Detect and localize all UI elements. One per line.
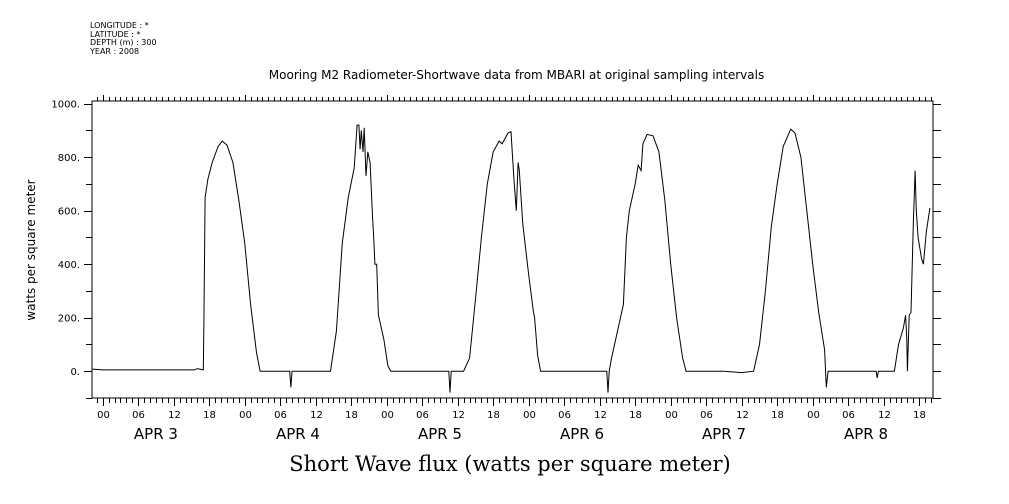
x-axis-label: Short Wave flux (watts per square meter): [289, 452, 731, 476]
plot-frame: [91, 100, 934, 399]
x-tick-label: 00: [523, 410, 536, 421]
x-tick-label: 00: [239, 410, 252, 421]
x-tick-label: 06: [842, 410, 855, 421]
day-label: APR 6: [560, 425, 604, 443]
depth-label: DEPTH (m) : 300: [90, 38, 157, 47]
year-label: YEAR : 2008: [90, 46, 140, 56]
day-label: APR 3: [134, 425, 178, 443]
x-tick-label: 06: [558, 410, 571, 421]
y-tick-label: 1000.: [51, 100, 80, 111]
y-tick-label: 400.: [58, 260, 80, 271]
x-tick-label: 18: [771, 410, 784, 421]
x-tick-label: 00: [97, 410, 110, 421]
x-tick-label: 06: [700, 410, 713, 421]
y-tick-label: 800.: [58, 153, 80, 164]
x-tick-label: 12: [736, 410, 749, 421]
x-tick-label: 18: [345, 410, 358, 421]
x-tick-label: 06: [274, 410, 287, 421]
y-tick-label: 0.: [70, 367, 80, 378]
x-tick-label: 18: [487, 410, 500, 421]
x-tick-label: 12: [310, 410, 323, 421]
x-tick-label: 06: [416, 410, 429, 421]
day-label: APR 7: [702, 425, 746, 443]
x-tick-label: 06: [132, 410, 145, 421]
x-tick-label: 18: [203, 410, 216, 421]
x-tick-label: 12: [594, 410, 607, 421]
day-label: APR 4: [276, 425, 320, 443]
x-tick-label: 12: [168, 410, 181, 421]
day-label: APR 5: [418, 425, 462, 443]
x-tick-label: 12: [452, 410, 465, 421]
x-tick-label: 12: [878, 410, 891, 421]
x-tick-label: 00: [807, 410, 820, 421]
y-tick-label: 600.: [58, 207, 80, 218]
x-tick-label: 00: [665, 410, 678, 421]
chart-title: Mooring M2 Radiometer-Shortwave data fro…: [268, 68, 765, 82]
x-tick-label: 18: [629, 410, 642, 421]
latitude-label: LATITUDE : *: [90, 29, 141, 39]
series-line-shortwave: [92, 124, 931, 393]
day-label: APR 8: [844, 425, 888, 443]
longitude-label: LONGITUDE : *: [90, 21, 149, 30]
x-tick-label: 00: [381, 410, 394, 421]
x-tick-label: 18: [913, 410, 926, 421]
y-tick-label: 200.: [58, 314, 80, 325]
